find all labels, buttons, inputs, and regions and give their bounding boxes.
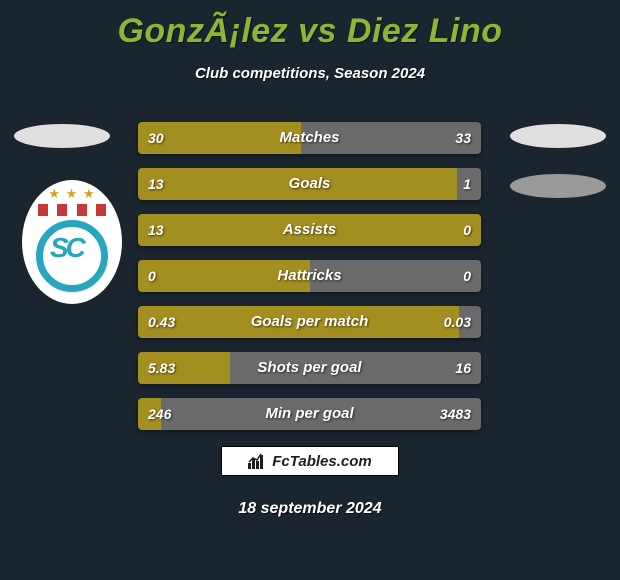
stat-bar-label: Min per goal [138, 398, 481, 430]
crest-stars-icon: ★ ★ ★ [22, 186, 122, 202]
stat-bar-right-value: 0 [463, 260, 471, 292]
crest-stripes-icon [38, 204, 106, 216]
stat-bar: Matches30 33 [138, 122, 481, 154]
stat-bar-left-value: 5.83 [148, 352, 175, 384]
stat-bar: Min per goal246 3483 [138, 398, 481, 430]
player-right-placeholder-1 [510, 124, 606, 148]
stat-bar: Goals per match0.43 0.03 [138, 306, 481, 338]
stat-bar: Assists13 0 [138, 214, 481, 246]
club-crest-left: ★ ★ ★ SC [22, 180, 122, 304]
stat-bar-left-value: 13 [148, 168, 164, 200]
stat-bar: Hattricks0 0 [138, 260, 481, 292]
stat-bar-left-value: 0.43 [148, 306, 175, 338]
stat-bar-label: Goals per match [138, 306, 481, 338]
crest-initials: SC [50, 232, 83, 264]
page-title: GonzÃ¡lez vs Diez Lino [0, 0, 620, 51]
stat-bar-right-value: 33 [455, 122, 471, 154]
stat-bar-left-value: 30 [148, 122, 164, 154]
stat-bar-right-value: 0.03 [444, 306, 471, 338]
fctables-logo: FcTables.com [221, 446, 399, 476]
comparison-bars: Matches3033Goals131Assists130Hattricks00… [138, 122, 481, 444]
stat-bar-label: Matches [138, 122, 481, 154]
subtitle: Club competitions, Season 2024 [0, 65, 620, 82]
stat-bar-right-value: 1 [463, 168, 471, 200]
stat-bar-left-value: 13 [148, 214, 164, 246]
stat-bar: Goals13 1 [138, 168, 481, 200]
footer-date: 18 september 2024 [0, 500, 620, 518]
stat-bar-left-value: 246 [148, 398, 171, 430]
stat-bar: Shots per goal5.83 16 [138, 352, 481, 384]
footer-brand-text: FcTables.com [272, 453, 371, 470]
stat-bar-right-value: 16 [455, 352, 471, 384]
stat-bar-label: Shots per goal [138, 352, 481, 384]
bar-chart-icon [248, 453, 266, 469]
stat-bar-right-value: 3483 [440, 398, 471, 430]
player-left-placeholder [14, 124, 110, 148]
stat-bar-label: Goals [138, 168, 481, 200]
stat-bar-right-value: 0 [463, 214, 471, 246]
stat-bar-left-value: 0 [148, 260, 156, 292]
stat-bar-label: Hattricks [138, 260, 481, 292]
stat-bar-label: Assists [138, 214, 481, 246]
player-right-placeholder-2 [510, 174, 606, 198]
